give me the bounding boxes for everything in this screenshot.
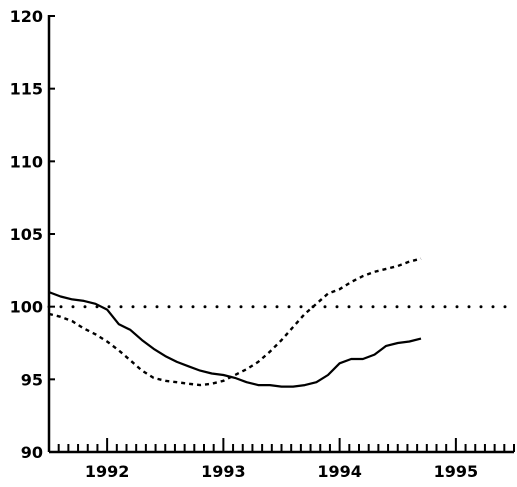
y-tick-labels: 90 95 100 105 110 115 120 — [10, 7, 43, 462]
x-tick-label: 1993 — [201, 462, 246, 481]
series-line-dashed — [48, 257, 422, 387]
y-tick-label: 100 — [10, 298, 43, 317]
series-group — [47, 257, 516, 388]
y-tick-label: 115 — [10, 80, 43, 99]
x-tick-label: 1995 — [434, 462, 479, 481]
series-line-solid — [48, 291, 422, 388]
y-tick-label: 90 — [21, 443, 43, 462]
y-tick-label: 95 — [21, 370, 43, 389]
y-tick-label: 105 — [10, 225, 43, 244]
y-tick-label: 120 — [10, 7, 43, 26]
x-tick-label: 1992 — [85, 462, 130, 481]
x-tick-label: 1994 — [317, 462, 362, 481]
y-tick-label: 110 — [10, 152, 43, 171]
x-tick-labels: 1992 1993 1994 1995 — [85, 462, 478, 481]
